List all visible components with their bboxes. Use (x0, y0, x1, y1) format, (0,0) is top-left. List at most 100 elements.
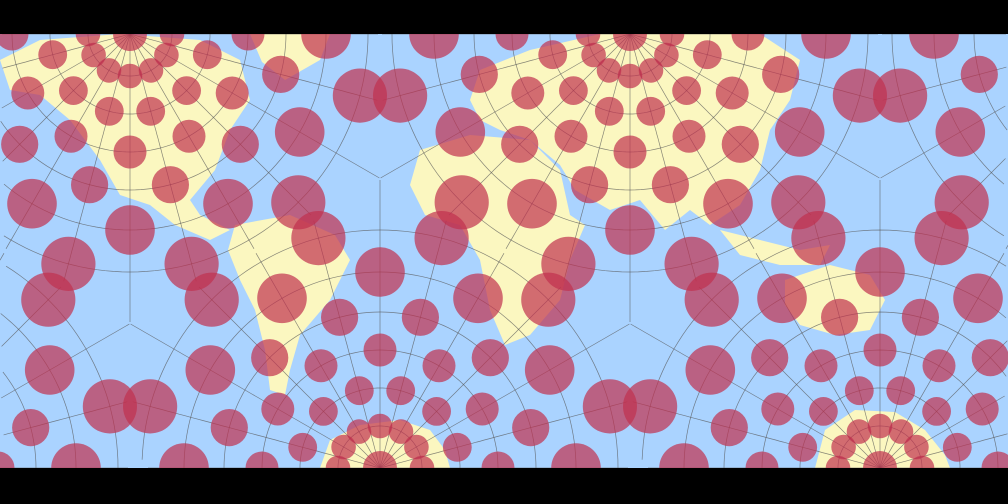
tissot-circle (551, 443, 601, 468)
tissot-circle (154, 42, 179, 68)
tissot-circle (909, 34, 959, 59)
tissot-circle (654, 42, 679, 68)
tissot-circle (138, 58, 164, 83)
tissot-circle (332, 68, 387, 123)
tissot-circle (832, 68, 888, 123)
tissot-circle (309, 397, 338, 426)
tissot-circle (172, 76, 202, 105)
tissot-circle (422, 349, 456, 383)
tissot-circle (684, 272, 739, 327)
tissot-circle (922, 397, 951, 426)
tissot-circle (304, 349, 338, 383)
tissot-circle (465, 392, 499, 426)
tissot-circle (321, 298, 359, 336)
parallel-line (473, 34, 787, 191)
tissot-circle (261, 392, 295, 426)
tissot-circle (435, 107, 486, 157)
tissot-circle (582, 379, 638, 434)
tissot-circle (844, 376, 874, 406)
tissot-circle (471, 339, 509, 377)
tissot-circle (888, 419, 914, 444)
tissot-circle (651, 166, 690, 204)
meridian-line (0, 253, 5, 261)
tissot-circle (274, 107, 325, 157)
tissot-circle (855, 247, 905, 297)
tissot-circle (481, 451, 515, 468)
tissot-circle (94, 96, 124, 126)
tissot-circle (605, 205, 655, 255)
tissot-circle (867, 413, 893, 439)
tissot-circle (288, 432, 318, 462)
tissot-circle (59, 76, 88, 105)
tissot-circle (623, 379, 678, 434)
tissot-circle (221, 125, 259, 163)
tissot-circle (172, 119, 206, 153)
tissot-circle (355, 247, 405, 297)
tissot-circle (24, 345, 75, 395)
tissot-circle (501, 125, 539, 163)
tissot-circle (401, 298, 439, 336)
tissot-circle (105, 205, 155, 255)
tissot-circle (935, 107, 986, 157)
tissot-circle (901, 298, 940, 336)
tissot-circle (7, 178, 57, 229)
tissot-circle (821, 298, 859, 336)
tissot-circle (914, 211, 969, 266)
tissot-circle (12, 409, 50, 447)
tissot-circle (136, 96, 166, 126)
tissot-circle (873, 68, 928, 123)
tissot-circle (453, 273, 503, 324)
parallel-line (391, 34, 869, 273)
tissot-circle (613, 135, 647, 169)
tissot-circle (262, 55, 300, 93)
tissot-circle (231, 34, 265, 51)
tissot-circle (721, 125, 759, 163)
eurasia (470, 34, 800, 230)
tissot-circle (886, 376, 916, 406)
tissot-circle (82, 379, 137, 434)
tissot-circle (791, 211, 846, 266)
tissot-circle (524, 345, 575, 395)
top-border (0, 0, 1008, 34)
tissot-circle (762, 55, 800, 93)
parallel-line (299, 387, 461, 468)
tissot-circle (981, 451, 1008, 468)
tissot-circle (971, 339, 1008, 377)
tissot-circle (581, 42, 606, 68)
tissot-circle (346, 419, 372, 444)
tissot-circle (0, 34, 29, 51)
tissot-circle (596, 58, 622, 83)
tissot-circle (559, 76, 588, 105)
tissot-circle (953, 273, 1003, 324)
tissot-circle (731, 34, 765, 51)
parallel-line (223, 311, 537, 468)
tissot-circle (554, 119, 588, 153)
tissot-circle (123, 379, 178, 434)
tissot-circle (54, 119, 88, 153)
tissot-circle (672, 76, 701, 105)
tissot-circle (51, 443, 101, 468)
tissot-circle (831, 434, 856, 460)
tissot-circle (636, 96, 666, 126)
tissot-circle (203, 178, 253, 229)
tissot-circle (113, 34, 147, 51)
parallel-line (49, 34, 211, 115)
tissot-circle (512, 409, 550, 447)
tissot-circle (538, 40, 568, 70)
tissot-circle (0, 451, 15, 468)
tissot-circle (715, 76, 749, 110)
tissot-circle (81, 42, 106, 68)
tissot-circle (159, 443, 209, 468)
tissot-circle (344, 376, 374, 406)
tissot-circle (113, 135, 147, 169)
tissot-circle (571, 166, 609, 204)
tissot-circle (75, 34, 101, 47)
tissot-circle (761, 392, 795, 426)
tissot-circle (904, 434, 929, 460)
tissot-circle (960, 55, 998, 93)
tissot-circle (672, 119, 706, 153)
tissot-circle (373, 68, 428, 123)
tissot-circle (460, 55, 498, 93)
tissot-circle (1, 125, 39, 163)
